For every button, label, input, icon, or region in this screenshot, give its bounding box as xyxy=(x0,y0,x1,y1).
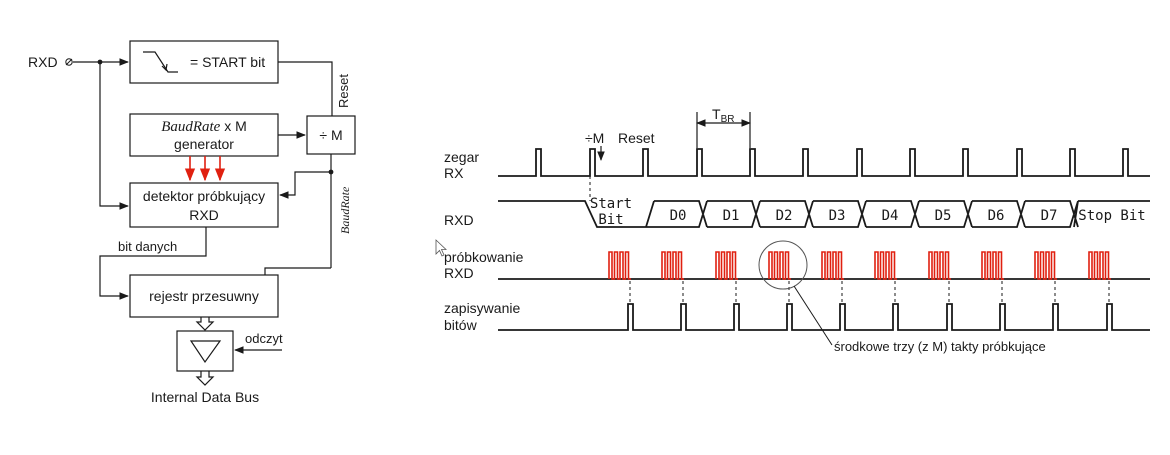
sampling-row-label-1: próbkowanie xyxy=(444,249,524,265)
baudrate-to-detector-arrow xyxy=(279,171,331,199)
buffer-triangle-icon xyxy=(189,340,222,364)
internal-bus-label: Internal Data Bus xyxy=(151,389,259,405)
sampling-row-label-2: RXD xyxy=(444,265,474,281)
start-bit-label-2: Bit xyxy=(598,212,623,228)
shift-register-label: rejestr przesuwny xyxy=(149,288,259,304)
baudrate-label: BaudRate xyxy=(338,186,352,234)
sampling-burst-6 xyxy=(874,251,897,280)
clock-row-label-1: zegar xyxy=(444,149,479,165)
tbr-label: TBR xyxy=(712,106,734,125)
generator-label-line1: BaudRate x M xyxy=(161,118,247,135)
rxd-bit-labels: D0 D1 D2 D3 D4 D5 D6 D7 xyxy=(670,208,1058,224)
mouse-cursor-icon xyxy=(435,239,448,257)
sampling-detector-block xyxy=(129,182,279,228)
annotation-leader-line xyxy=(793,285,833,346)
rxd-bit-d4: D4 xyxy=(882,208,899,224)
detector-label-line1: detektor próbkujący xyxy=(143,188,265,204)
rxd-to-detector-arrow xyxy=(99,62,129,210)
sampling-burst-8 xyxy=(981,251,1004,280)
baudrate-generator-block xyxy=(129,113,279,157)
rxd-start-edge xyxy=(498,200,655,228)
sampling-burst-3 xyxy=(715,251,738,280)
timing-signals xyxy=(498,148,1150,331)
sampling-burst-1 xyxy=(608,251,631,280)
clock-row-label-2: RX xyxy=(444,165,464,181)
buffer-to-bus-arrow-icon xyxy=(195,371,215,386)
timing-reset-label: Reset xyxy=(618,130,655,146)
sampling-highlight-circle xyxy=(758,240,808,290)
rxd-bit-d2: D2 xyxy=(776,208,793,224)
stop-bit-label: Stop Bit xyxy=(1078,208,1145,224)
rxd-bit-d0: D0 xyxy=(670,208,687,224)
writing-row-label-2: bitów xyxy=(444,317,478,333)
data-bit-arrow xyxy=(99,227,207,300)
reset-arrow xyxy=(278,61,336,125)
sampling-burst-10 xyxy=(1088,251,1111,280)
start-bit-label: = START bit xyxy=(190,54,265,70)
output-buffer-block xyxy=(176,330,234,372)
detector-label-line2: RXD xyxy=(189,207,219,223)
sampling-burst-2 xyxy=(661,251,684,280)
rxd-bit-d6: D6 xyxy=(988,208,1005,224)
falling-edge-icon xyxy=(143,51,178,73)
rxd-bit-d5: D5 xyxy=(935,208,952,224)
rxd-bit-d1: D1 xyxy=(723,208,740,224)
rxd-bit-d3: D3 xyxy=(829,208,846,224)
timing-diagram: zegar RX RXD próbkowanie RXD zapisywanie… xyxy=(435,106,1150,354)
block-diagram: RXD = START bit Reset BaudRate x M gener… xyxy=(28,40,356,405)
rxd-input-label: RXD xyxy=(28,54,58,70)
rxd-bit-d7: D7 xyxy=(1041,208,1058,224)
clock-waveform xyxy=(498,148,1150,177)
input-pin-icon xyxy=(65,58,73,66)
divide-by-m-label: ÷ M xyxy=(319,127,342,143)
rxd-row-label: RXD xyxy=(444,212,474,228)
writing-row-label-1: zapisywanie xyxy=(444,300,520,316)
start-bit-label-1: Start xyxy=(590,196,632,212)
sampling-burst-5 xyxy=(821,251,844,280)
register-to-buffer-arrow-icon xyxy=(195,317,215,331)
write-waveform xyxy=(498,303,1150,331)
read-label: odczyt xyxy=(245,331,283,346)
generator-label-line2: generator xyxy=(174,136,234,152)
sampling-burst-9 xyxy=(1034,251,1057,280)
reset-label: Reset xyxy=(336,74,351,108)
sampling-burst-7 xyxy=(928,251,951,280)
sampling-burst-4 xyxy=(768,251,791,280)
sampling-annotation: środkowe trzy (z M) takty próbkujące xyxy=(834,339,1046,354)
data-bit-label: bit danych xyxy=(118,239,177,254)
rxd-data-eyes xyxy=(654,200,1150,228)
shift-register-block xyxy=(129,274,279,318)
div-m-label: ÷M xyxy=(585,130,604,146)
